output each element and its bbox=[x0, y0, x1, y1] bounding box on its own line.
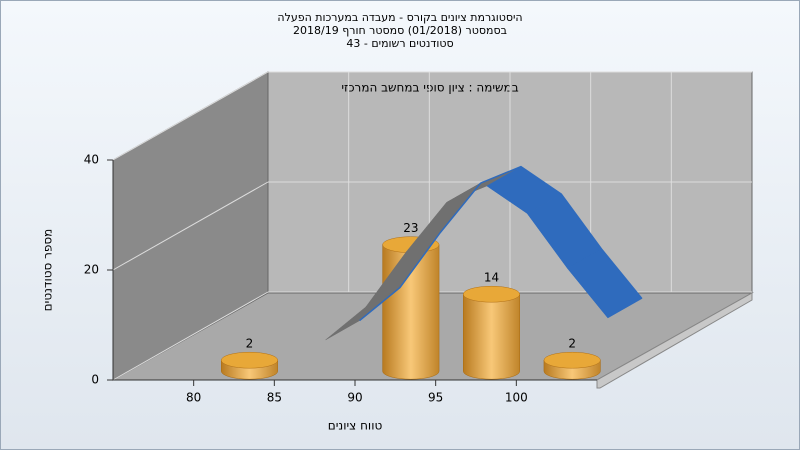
chart-title: סטודנטים רשומים - 43 bbox=[346, 37, 453, 50]
value-label: 23 bbox=[403, 221, 418, 235]
grid-line bbox=[112, 181, 269, 271]
y-tick-label: 20 bbox=[84, 263, 99, 277]
value-label: 2 bbox=[568, 337, 576, 351]
bar-top bbox=[463, 285, 520, 303]
y-tick-label: 0 bbox=[91, 373, 99, 387]
floor-edge bbox=[596, 292, 753, 389]
grid-line bbox=[112, 291, 269, 381]
x-tick-label: 95 bbox=[428, 391, 443, 405]
bar-top bbox=[543, 351, 601, 369]
grid-line bbox=[112, 71, 269, 161]
x-tick-label: 85 bbox=[267, 391, 282, 405]
value-label: 14 bbox=[484, 271, 499, 285]
curve-line bbox=[359, 165, 643, 322]
x-tick-label: 90 bbox=[347, 391, 362, 405]
x-tick-label: 80 bbox=[186, 391, 201, 405]
bar bbox=[463, 293, 520, 380]
x-tick-label: 100 bbox=[505, 391, 528, 405]
y-tick-label: 40 bbox=[84, 153, 99, 167]
bar-top bbox=[221, 351, 278, 369]
x-axis-label: טווח ציונים bbox=[328, 419, 383, 433]
chart-title: בסמסטר (01/2018) סמסטר חורף 2018/19 bbox=[293, 24, 507, 37]
y-axis-label: מספר סטודנטים bbox=[41, 229, 55, 312]
chart-title: היסטוגרמת ציונים בקורס - מעבדה במערכות ה… bbox=[277, 11, 522, 24]
annotation: במשימה : ציון סופי במחשב המרכזי bbox=[341, 81, 518, 95]
value-label: 2 bbox=[246, 337, 254, 351]
